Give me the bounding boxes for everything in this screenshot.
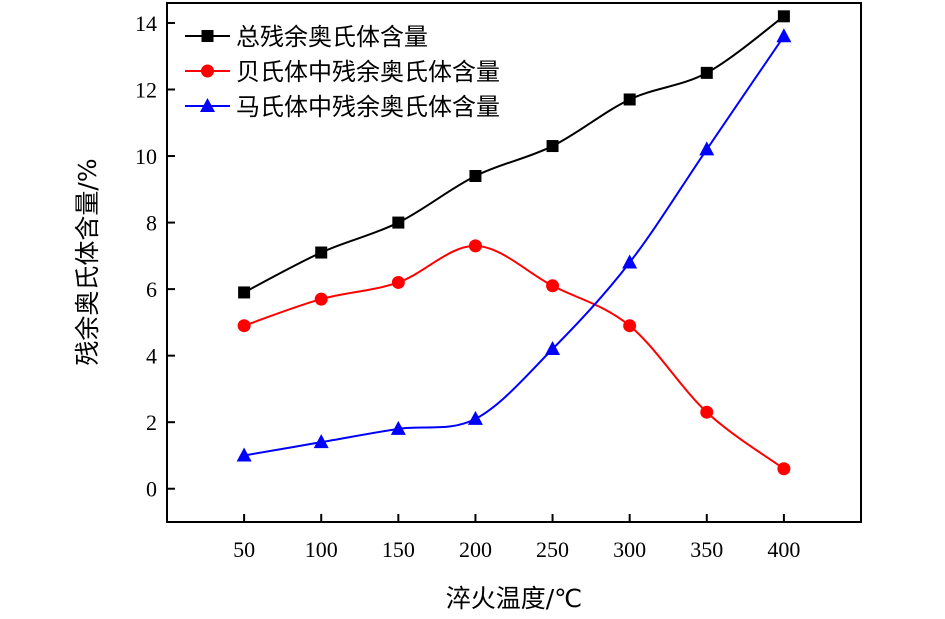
data-point-circle (314, 292, 328, 306)
data-point-triangle (467, 410, 483, 425)
data-point-triangle (699, 141, 715, 156)
data-point-square (777, 10, 790, 23)
legend-marker-square (201, 30, 214, 42)
data-point-square (469, 170, 482, 182)
y-tick-label: 2 (146, 410, 157, 435)
y-tick-label: 0 (146, 477, 157, 502)
data-point-triangle (313, 434, 329, 449)
y-tick-label: 10 (135, 144, 157, 169)
x-axis-title: 淬火温度/℃ (446, 584, 583, 613)
x-tick-label: 150 (382, 537, 415, 562)
x-axis: 50 100 150 200 250 300 350 400 (233, 514, 800, 562)
legend-label: 总残余奥氏体含量 (236, 23, 428, 51)
series-line-1 (243, 15, 785, 294)
data-point-circle (777, 462, 791, 476)
data-point-circle (391, 275, 405, 289)
data-point-circle (700, 405, 714, 419)
y-axis-title: 残余奥氏体含量/% (73, 158, 102, 365)
data-point-square (392, 216, 405, 229)
data-point-circle (546, 279, 560, 293)
legend-label: 马氏体中残余奥氏体含量 (236, 93, 500, 121)
x-tick-label: 200 (459, 537, 492, 562)
series-markers (236, 10, 792, 476)
data-point-square (315, 246, 328, 259)
x-tick-label: 100 (305, 537, 338, 562)
x-tick-label: 350 (690, 537, 723, 562)
y-tick-label: 8 (146, 211, 157, 236)
data-point-square (623, 93, 636, 106)
y-axis: 0 2 4 6 8 10 12 14 (135, 11, 175, 502)
data-point-circle (623, 319, 637, 333)
data-point-circle (237, 319, 251, 333)
data-point-triangle (776, 28, 792, 43)
data-point-triangle (236, 447, 252, 462)
series-line-2 (243, 244, 785, 470)
y-tick-label: 14 (135, 11, 157, 36)
x-tick-label: 50 (233, 537, 255, 562)
data-point-square (238, 286, 251, 299)
plot-frame (166, 2, 862, 523)
data-point-triangle (622, 254, 638, 269)
y-tick-label: 12 (135, 78, 157, 103)
data-point-triangle (545, 341, 561, 355)
y-tick-label: 4 (146, 344, 157, 369)
legend-marker-circle (201, 64, 214, 78)
data-point-circle (468, 239, 482, 253)
x-tick-label: 250 (536, 537, 569, 562)
x-tick-label: 400 (767, 537, 800, 562)
x-tick-label: 300 (613, 537, 646, 562)
y-tick-label: 6 (146, 277, 157, 302)
data-point-triangle (390, 420, 406, 435)
legend-label: 贝氏体中残余奥氏体含量 (236, 58, 500, 86)
data-point-square (700, 66, 713, 79)
legend-marker-triangle (200, 98, 215, 112)
data-point-square (546, 140, 559, 153)
